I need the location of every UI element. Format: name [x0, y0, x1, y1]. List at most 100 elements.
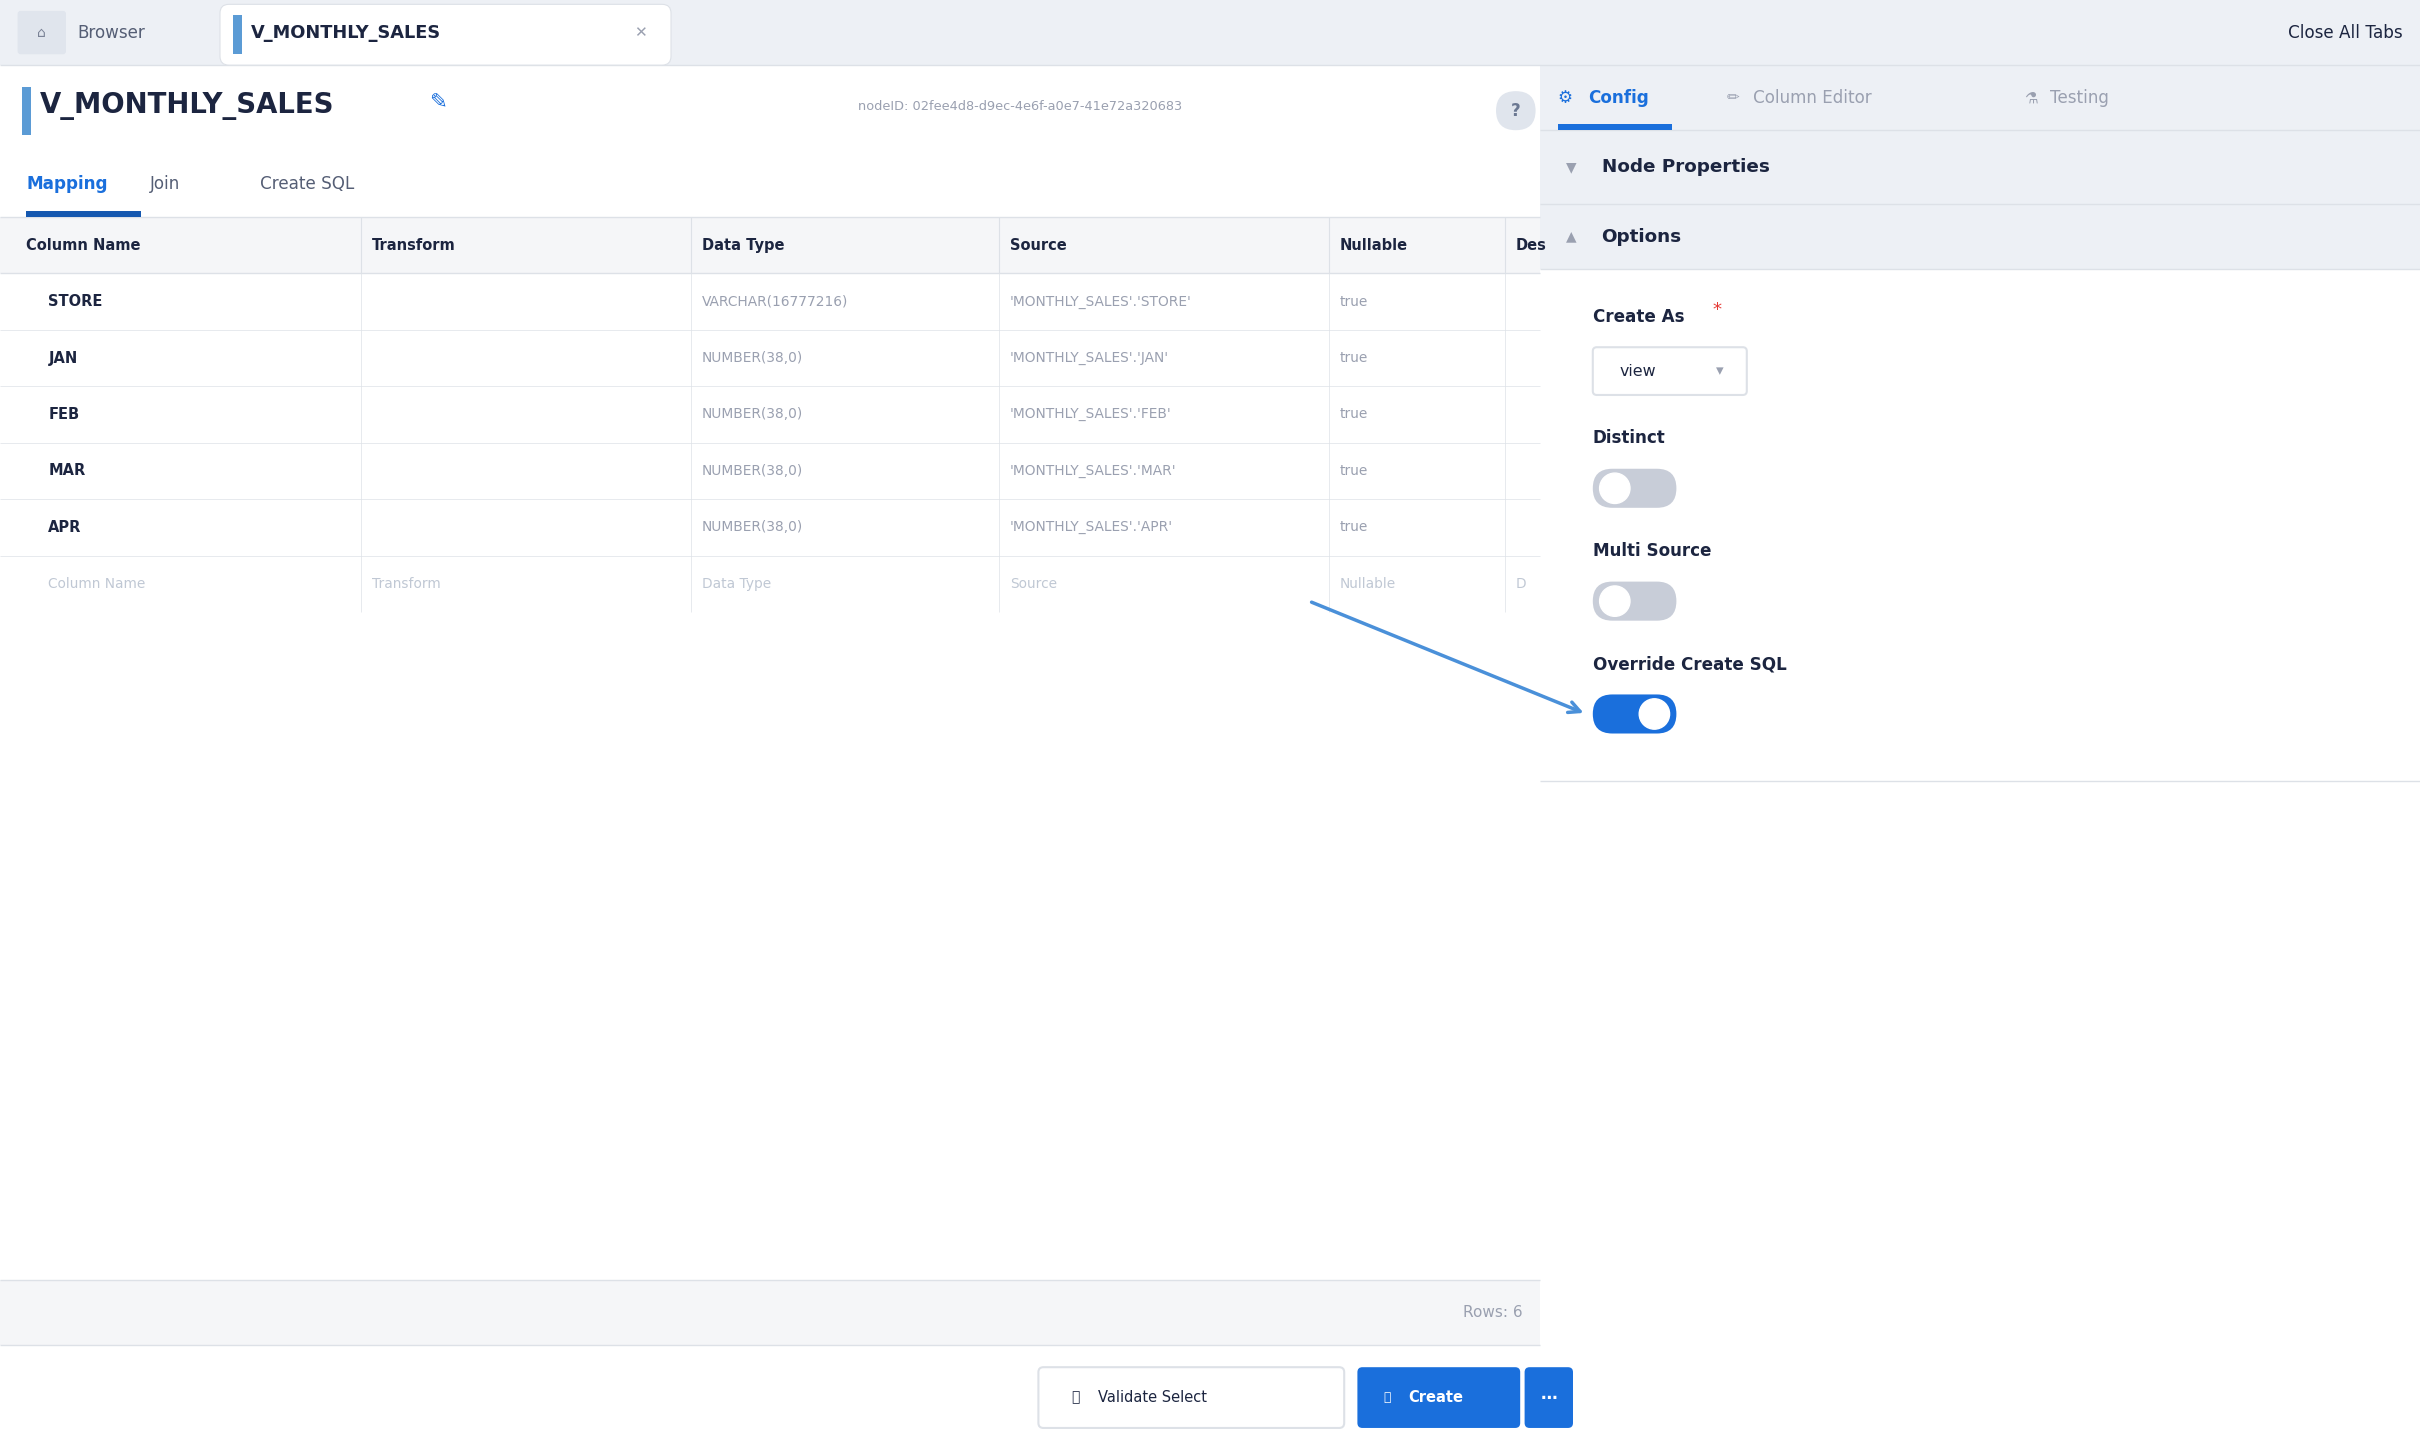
Text: NUMBER(38,0): NUMBER(38,0): [702, 464, 803, 478]
Text: Create: Create: [1408, 1390, 1464, 1405]
Text: Column Name: Column Name: [27, 237, 140, 253]
Bar: [0, 0, 2420, 65]
Bar: [0, 387, 1539, 442]
Text: 'MONTHLY_SALES'.'APR': 'MONTHLY_SALES'.'APR': [1009, 521, 1174, 535]
FancyBboxPatch shape: [220, 4, 670, 65]
Text: true: true: [1341, 521, 1367, 535]
Text: Testing: Testing: [2050, 89, 2110, 106]
Circle shape: [1600, 473, 1631, 503]
Bar: [0, 65, 1539, 1454]
Text: true: true: [1341, 350, 1367, 365]
Text: ✎: ✎: [428, 92, 448, 112]
Text: D: D: [1515, 577, 1527, 590]
Text: APR: APR: [48, 521, 82, 535]
Text: Create As: Create As: [1592, 308, 1684, 326]
Text: Node Properties: Node Properties: [1602, 158, 1769, 176]
Text: ⋯: ⋯: [1542, 1389, 1556, 1406]
Bar: [0, 65, 1539, 151]
Circle shape: [1638, 699, 1670, 728]
Text: Column Editor: Column Editor: [1754, 89, 1873, 106]
Text: ✕: ✕: [634, 25, 646, 41]
Text: ✏: ✏: [1728, 90, 1740, 105]
FancyBboxPatch shape: [1496, 92, 1537, 131]
Bar: [1539, 269, 2420, 1454]
Text: Des: Des: [1515, 237, 1546, 253]
Text: Mapping: Mapping: [27, 176, 109, 193]
Text: true: true: [1341, 407, 1367, 422]
Text: 'MONTHLY_SALES'.'JAN': 'MONTHLY_SALES'.'JAN': [1009, 350, 1169, 365]
Text: MAR: MAR: [48, 464, 85, 478]
FancyBboxPatch shape: [1358, 1367, 1520, 1428]
FancyBboxPatch shape: [1592, 468, 1677, 507]
Text: Nullable: Nullable: [1341, 577, 1396, 590]
Bar: [0, 555, 1539, 612]
Text: NUMBER(38,0): NUMBER(38,0): [702, 407, 803, 422]
Bar: [0, 1281, 1539, 1345]
FancyArrowPatch shape: [1312, 602, 1580, 712]
Text: Override Create SQL: Override Create SQL: [1592, 656, 1786, 673]
Text: ▲: ▲: [1566, 230, 1578, 244]
Text: ?: ?: [1510, 102, 1520, 119]
Bar: [0, 273, 1539, 330]
Text: Transform: Transform: [373, 577, 440, 590]
Text: 'MONTHLY_SALES'.'FEB': 'MONTHLY_SALES'.'FEB': [1009, 407, 1171, 422]
Text: Rows: 6: Rows: 6: [1462, 1306, 1522, 1320]
Text: ⚙: ⚙: [1558, 89, 1573, 106]
Text: Column Name: Column Name: [48, 577, 145, 590]
Text: VARCHAR(16777216): VARCHAR(16777216): [702, 295, 847, 308]
Text: V_MONTHLY_SALES: V_MONTHLY_SALES: [252, 23, 440, 42]
Text: ▾: ▾: [1716, 364, 1723, 378]
Bar: [1539, 65, 2420, 1454]
Bar: [0, 442, 1539, 499]
FancyBboxPatch shape: [1525, 1367, 1573, 1428]
Text: Source: Source: [1009, 237, 1067, 253]
Bar: [0, 1345, 1539, 1454]
Text: Validate Select: Validate Select: [1099, 1390, 1208, 1405]
Bar: [0, 499, 1539, 555]
FancyBboxPatch shape: [1038, 1367, 1343, 1428]
Text: Data Type: Data Type: [702, 577, 772, 590]
Bar: [0, 217, 1539, 273]
Text: 'MONTHLY_SALES'.'MAR': 'MONTHLY_SALES'.'MAR': [1009, 464, 1176, 478]
Bar: [1558, 124, 1672, 131]
Text: STORE: STORE: [48, 294, 102, 310]
Text: 🔑: 🔑: [1384, 1391, 1391, 1405]
Bar: [27, 211, 140, 217]
Text: Multi Source: Multi Source: [1592, 542, 1711, 560]
Text: ▼: ▼: [1566, 160, 1578, 174]
Text: 'MONTHLY_SALES'.'STORE': 'MONTHLY_SALES'.'STORE': [1009, 295, 1191, 308]
Bar: [0, 151, 1539, 217]
FancyBboxPatch shape: [1592, 348, 1747, 395]
Text: Options: Options: [1602, 227, 1682, 246]
Text: Source: Source: [1009, 577, 1058, 590]
Text: true: true: [1341, 464, 1367, 478]
Text: Transform: Transform: [373, 237, 455, 253]
Text: V_MONTHLY_SALES: V_MONTHLY_SALES: [39, 93, 334, 121]
FancyBboxPatch shape: [1592, 582, 1677, 621]
Text: Distinct: Distinct: [1592, 429, 1665, 448]
Text: view: view: [1619, 364, 1655, 378]
Text: ⌂: ⌂: [36, 26, 46, 39]
Text: Create SQL: Create SQL: [259, 176, 353, 193]
Text: ⚗: ⚗: [2023, 90, 2038, 105]
Bar: [232, 15, 242, 54]
Text: FEB: FEB: [48, 407, 80, 422]
Text: *: *: [1706, 301, 1723, 320]
Text: Nullable: Nullable: [1341, 237, 1408, 253]
Text: Close All Tabs: Close All Tabs: [2287, 23, 2403, 42]
Text: Browser: Browser: [77, 23, 145, 42]
Text: 🔍: 🔍: [1072, 1390, 1079, 1405]
Bar: [22, 87, 31, 135]
Text: Join: Join: [150, 176, 179, 193]
Text: Config: Config: [1588, 89, 1648, 106]
Text: NUMBER(38,0): NUMBER(38,0): [702, 350, 803, 365]
FancyBboxPatch shape: [1592, 695, 1677, 733]
Text: NUMBER(38,0): NUMBER(38,0): [702, 521, 803, 535]
Bar: [0, 330, 1539, 387]
Bar: [1539, 131, 2420, 204]
Text: JAN: JAN: [48, 350, 77, 365]
Circle shape: [1600, 586, 1631, 616]
Text: Data Type: Data Type: [702, 237, 784, 253]
Text: nodeID: 02fee4d8-d9ec-4e6f-a0e7-41e72a320683: nodeID: 02fee4d8-d9ec-4e6f-a0e7-41e72a32…: [859, 100, 1181, 113]
Bar: [1539, 65, 2420, 131]
